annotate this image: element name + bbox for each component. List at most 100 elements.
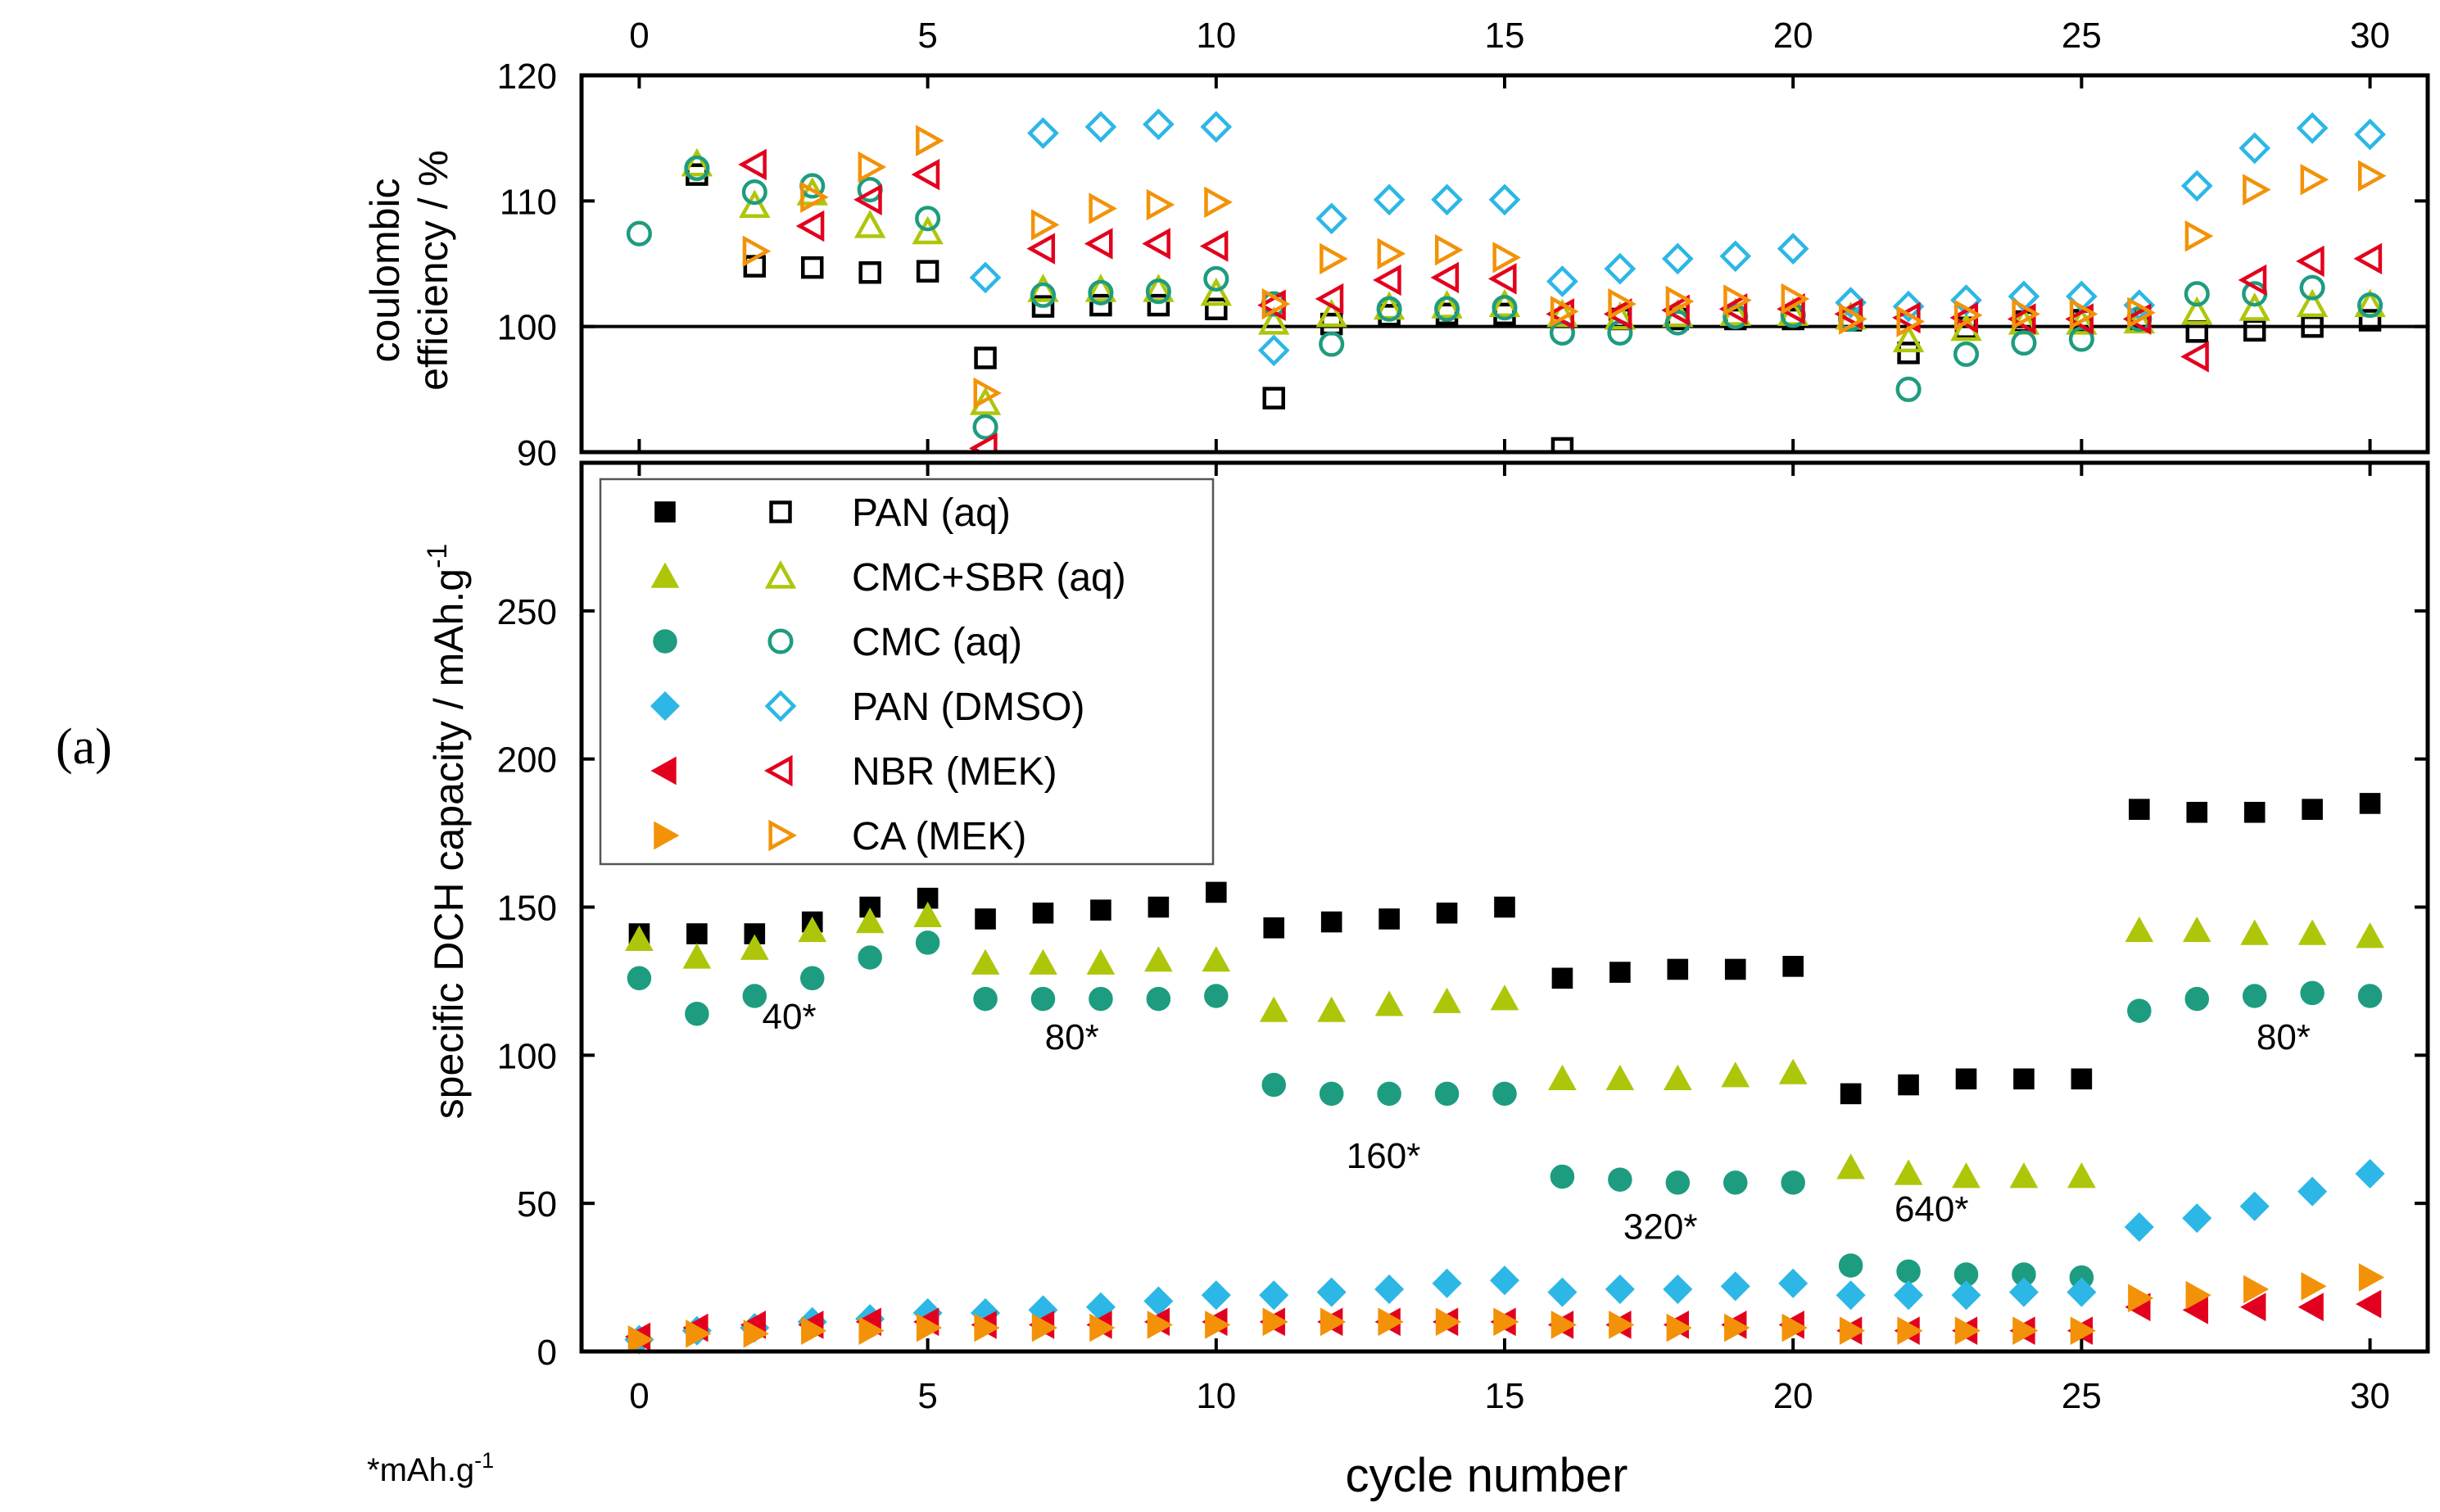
capacity-point-cmc-aq: [1550, 1164, 1575, 1189]
capacity-point-cmc-aq: [800, 966, 825, 991]
ce-point-cmc-aq: [1145, 278, 1171, 305]
rate-annotation: 640*: [1895, 1189, 1969, 1229]
capacity-point-ca-mek: [1609, 1311, 1635, 1339]
capacity-point-cmc-sbr-aq: [2182, 916, 2211, 943]
capacity-point-ca-mek: [1666, 1313, 1692, 1342]
capacity-point-cmc-aq: [1896, 1259, 1921, 1284]
ce-point-ca-mek: [1781, 283, 1810, 315]
rate-annotation: 80*: [2257, 1017, 2311, 1057]
bottom-axis-ticks: 0 5 10 15 20 25 30 0 50 100 150 200 250: [497, 463, 2428, 1416]
rate-annotation: 320*: [1623, 1207, 1698, 1247]
bottom-ytick-label: 50: [517, 1184, 557, 1225]
capacity-point-cmc-sbr-aq: [971, 948, 1000, 975]
ce-point-nbr-mek: [1026, 233, 1056, 265]
bottom-xtick-label: 25: [2062, 1376, 2102, 1416]
capacity-point-ca-mek: [1493, 1307, 1519, 1337]
ce-point-nbr-mek: [1142, 228, 1170, 260]
capacity-point-ca-mek: [1897, 1316, 1923, 1346]
capacity-point-cmc-sbr-aq: [1548, 1064, 1577, 1090]
ce-point-cmc-sbr-aq: [681, 147, 713, 177]
ce-point-pan-dmso: [1200, 111, 1233, 143]
ce-point-pan-dmso: [1777, 233, 1809, 265]
capacity-point-cmc-sbr-aq: [1086, 948, 1116, 975]
ce-point-pan-dmso: [1373, 183, 1406, 216]
capacity-point-pan-aq: [1782, 956, 1804, 977]
capacity-point-pan-aq: [1724, 958, 1746, 980]
bottom-xtick-label: 0: [629, 1376, 649, 1416]
panel-label: (a): [56, 719, 112, 775]
top-axis-ticks: 0 5 10 15 20 25 30 90 100 110 120: [497, 16, 2428, 473]
legend-label-ca-mek: CA (MEK): [852, 815, 1026, 858]
legend-open-marker-cmc-aq: [767, 628, 794, 654]
ce-point-cmc-aq: [1895, 376, 1922, 402]
capacity-point-cmc-sbr-aq: [1259, 996, 1288, 1022]
ce-point-ca-mek: [742, 235, 772, 267]
ce-point-pan-aq: [1089, 293, 1112, 317]
capacity-point-cmc-aq: [2184, 986, 2209, 1012]
ce-point-pan-aq: [1205, 297, 1228, 320]
legend-filled-marker-pan-dmso: [650, 690, 681, 722]
top-plot-frame: [579, 73, 2430, 455]
ce-point-pan-aq: [1147, 293, 1170, 317]
ce-point-nbr-mek: [2007, 303, 2036, 335]
capacity-point-ca-mek: [686, 1319, 712, 1348]
ce-point-ca-mek: [2300, 164, 2329, 196]
ce-point-pan-dmso: [1315, 202, 1348, 235]
capacity-point-pan-dmso: [1432, 1268, 1462, 1298]
top-ylabel-line2: efficiency / %: [410, 150, 456, 391]
ce-point-cmc-sbr-aq: [853, 209, 886, 238]
ce-point-nbr-mek: [738, 148, 767, 181]
capacity-point-pan-dmso: [1836, 1280, 1866, 1311]
ce-point-ca-mek: [1896, 306, 1926, 337]
capacity-point-pan-dmso: [1663, 1274, 1693, 1305]
capacity-point-cmc-sbr-aq: [855, 908, 885, 934]
ce-point-nbr-mek: [1373, 264, 1401, 297]
top-ylabel-line1: coulombic: [362, 178, 408, 362]
ce-point-ca-mek: [800, 181, 829, 213]
capacity-point-ca-mek: [1031, 1313, 1058, 1342]
ce-point-cmc-aq: [1376, 296, 1402, 322]
ce-point-cmc-sbr-aq: [912, 215, 944, 245]
legend-open-marker-ca-mek: [768, 819, 798, 852]
ce-point-cmc-aq: [626, 220, 652, 247]
ce-point-nbr-mek: [1892, 301, 1921, 334]
capacity-point-ca-mek: [801, 1316, 827, 1346]
capacity-point-pan-aq: [2359, 793, 2381, 814]
bottom-plot-frame: [579, 460, 2430, 1354]
ce-point-pan-dmso: [1892, 290, 1925, 323]
top-xtick-label: 20: [1773, 16, 1813, 56]
ce-point-ca-mek: [1261, 287, 1291, 320]
capacity-point-cmc-sbr-aq: [1202, 946, 1231, 972]
capacity-point-cmc-aq: [858, 945, 882, 970]
rate-annotation: 40*: [763, 997, 817, 1037]
ce-point-cmc-aq: [2011, 330, 2037, 356]
bottom-ylabel-text: specific DCH capacity / mAh.g: [426, 568, 472, 1119]
ce-point-pan-aq: [1031, 295, 1055, 318]
capacity-point-ca-mek: [2128, 1283, 2154, 1313]
ce-point-pan-aq: [2358, 309, 2382, 332]
capacity-point-cmc-aq: [742, 984, 767, 1008]
capacity-point-ca-mek: [1435, 1307, 1462, 1337]
ce-point-ca-mek: [1492, 242, 1522, 274]
ce-point-pan-dmso: [1719, 240, 1752, 273]
top-xtick-label: 25: [2062, 16, 2102, 56]
capacity-point-cmc-sbr-aq: [798, 916, 827, 943]
top-ytick-label: 120: [497, 57, 557, 97]
ce-point-pan-dmso: [1488, 183, 1521, 216]
capacity-point-pan-aq: [1090, 899, 1111, 921]
capacity-point-ca-mek: [1724, 1313, 1750, 1342]
ce-point-ca-mek: [858, 151, 887, 183]
capacity-point-cmc-aq: [685, 1001, 709, 1026]
ce-point-pan-aq: [916, 260, 939, 283]
bottom-xtick-label: 15: [1485, 1376, 1525, 1416]
legend-open-marker-cmc-sbr-aq: [764, 559, 797, 589]
ce-point-pan-dmso: [2354, 118, 2386, 151]
capacity-point-cmc-aq: [2127, 998, 2152, 1023]
ce-point-nbr-mek: [1084, 228, 1113, 260]
ce-point-ca-mek: [1434, 233, 1464, 266]
ce-point-cmc-sbr-aq: [1143, 274, 1175, 302]
capacity-point-ca-mek: [1147, 1311, 1173, 1339]
ce-point-ca-mek: [1839, 303, 1867, 335]
capacity-point-cmc-sbr-aq: [2356, 922, 2384, 948]
ce-point-nbr-mek: [1777, 292, 1805, 325]
